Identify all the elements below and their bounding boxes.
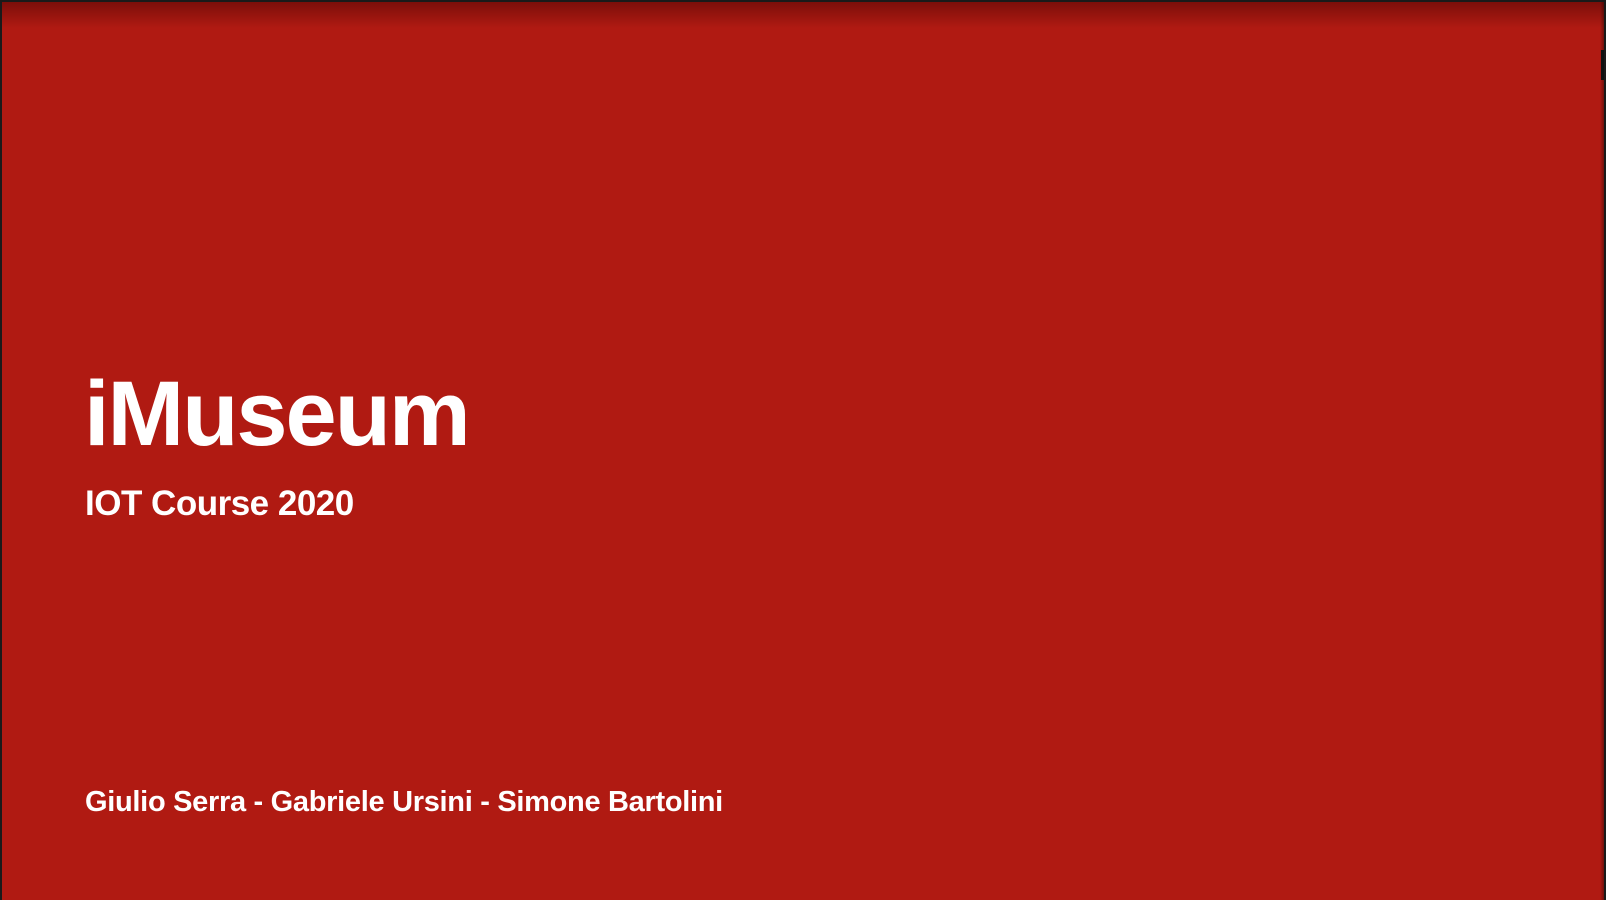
top-shadow xyxy=(2,2,1604,28)
slide-title: iMuseum xyxy=(84,363,471,465)
slide-authors: Giulio Serra - Gabriele Ursini - Simone … xyxy=(85,786,723,818)
right-edge-marker xyxy=(1601,50,1604,80)
right-edge-shadow xyxy=(1600,2,1604,900)
slide-subtitle: IOT Course 2020 xyxy=(85,484,354,523)
